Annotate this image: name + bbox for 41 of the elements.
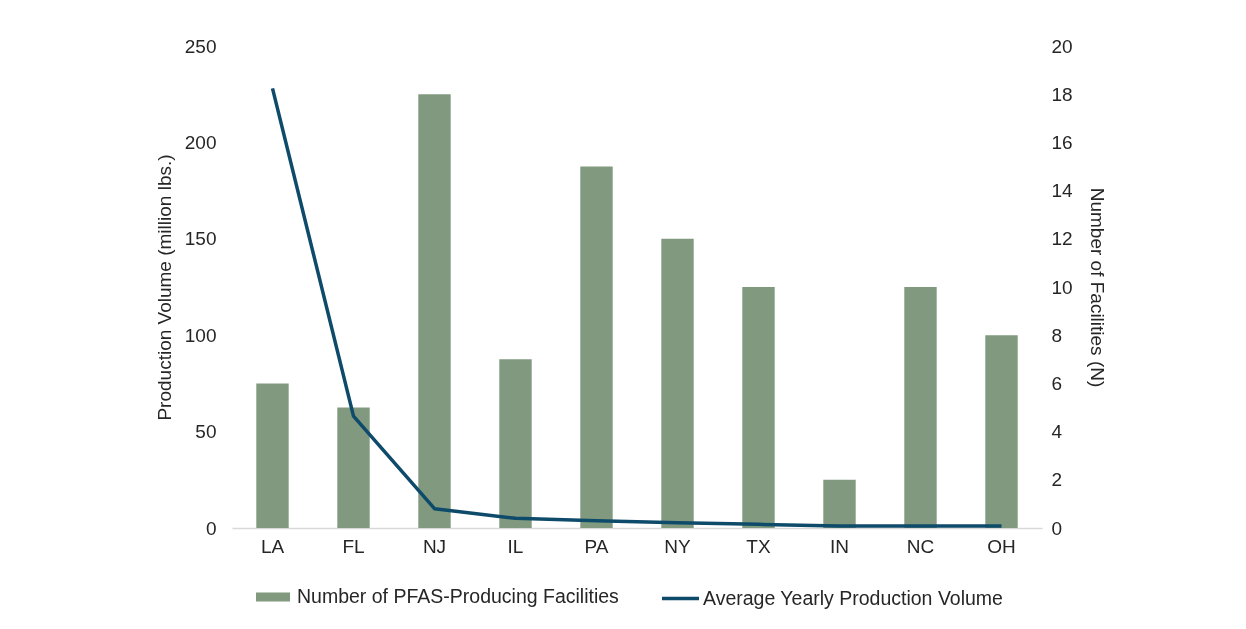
bar xyxy=(337,407,370,528)
x-tick-label: PA xyxy=(584,535,609,557)
bar xyxy=(418,94,451,528)
y2-tick-label: 16 xyxy=(1051,131,1073,153)
bar xyxy=(661,238,694,528)
bar xyxy=(256,383,289,528)
y2-axis-title: Number of Facilities (N) xyxy=(1086,187,1108,388)
y2-tick-label: 2 xyxy=(1051,469,1063,491)
x-tick-label: IN xyxy=(830,535,849,557)
bar xyxy=(499,359,532,528)
x-tick-label: FL xyxy=(342,535,365,557)
bar xyxy=(742,287,775,528)
bar xyxy=(823,479,856,528)
y2-tick-label: 10 xyxy=(1051,276,1073,298)
y2-tick-label: 12 xyxy=(1051,228,1073,250)
x-tick-label: NJ xyxy=(422,535,447,557)
y-tick-label: 100 xyxy=(184,324,217,346)
x-tick-label: NY xyxy=(664,535,692,557)
y-tick-label: 50 xyxy=(195,421,217,443)
x-tick-label: OH xyxy=(987,535,1016,557)
line-series xyxy=(270,86,1004,528)
y2-tick-label: 4 xyxy=(1051,421,1063,443)
x-tick-label: TX xyxy=(746,535,771,557)
legend-label: Number of PFAS-Producing Facilities xyxy=(297,585,620,607)
bar xyxy=(985,335,1018,528)
y-tick-label: 200 xyxy=(184,131,217,153)
y-axis-title: Production Volume (million lbs.) xyxy=(153,154,175,421)
y-tick-label: 150 xyxy=(184,228,217,250)
y2-tick-label: 8 xyxy=(1051,324,1063,346)
y-tick-label: 250 xyxy=(184,35,217,57)
y2-tick-label: 20 xyxy=(1051,35,1073,57)
bar xyxy=(580,166,613,528)
y-tick-label: 0 xyxy=(205,517,217,539)
y2-tick-label: 0 xyxy=(1051,517,1063,539)
x-tick-label: LA xyxy=(260,535,285,557)
x-tick-label: IL xyxy=(507,535,524,557)
legend-label: Average Yearly Production Volume xyxy=(703,586,1003,609)
y2-tick-label: 6 xyxy=(1051,372,1063,394)
x-tick-label: NC xyxy=(906,535,935,557)
y2-tick-label: 14 xyxy=(1051,180,1074,202)
y2-tick-label: 18 xyxy=(1051,83,1073,105)
